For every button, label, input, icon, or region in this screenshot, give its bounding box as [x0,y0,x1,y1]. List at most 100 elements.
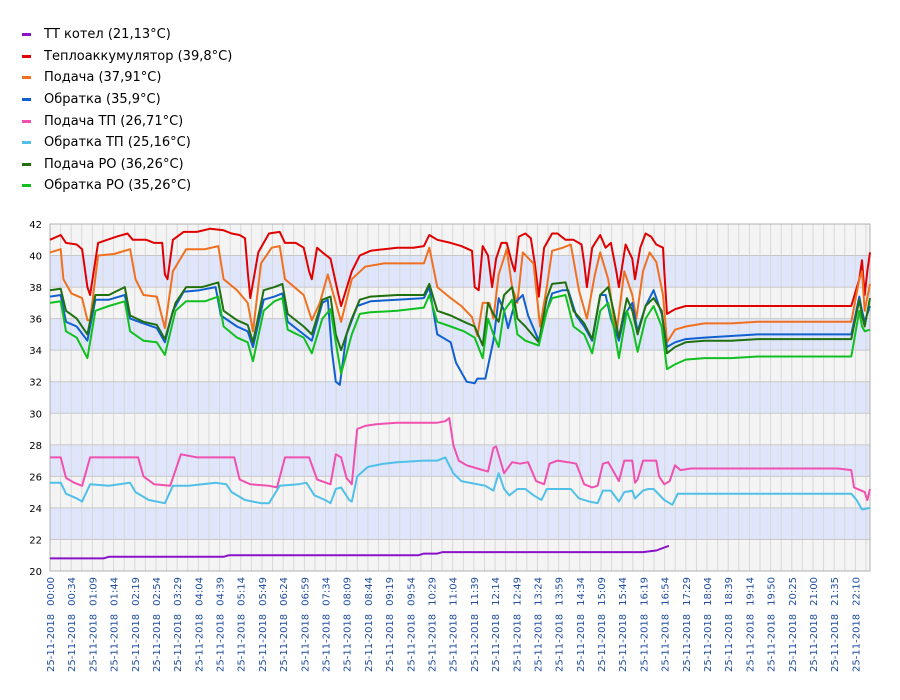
x-tick-time: 00:34 [67,577,78,606]
x-tick: 25-11-2018 12:49 [512,577,523,672]
x-tick-time: 20:25 [788,577,799,606]
plot-band [50,381,870,414]
x-tick: 25-11-2018 06:59 [300,577,311,672]
legend-swatch [22,54,31,58]
legend-swatch [22,141,31,145]
x-tick-date: 25-11-2018 [364,614,375,672]
x-tick-date: 25-11-2018 [322,614,333,672]
x-tick-date: 25-11-2018 [427,614,438,672]
x-tick: 25-11-2018 08:44 [364,577,375,672]
x-tick-time: 17:29 [682,577,693,606]
x-tick-date: 25-11-2018 [449,614,460,672]
x-tick-label: 25-11-2018 18:04 [703,577,714,672]
series-lines [49,227,871,560]
series-line [50,417,871,501]
x-tick-time: 18:04 [703,577,714,606]
series-line [49,294,871,375]
x-tick-time: 21:35 [830,577,841,606]
y-tick-label: 36 [29,315,42,326]
y-tick-label: 38 [29,283,42,294]
legend-item: Теплоаккумулятор (39,8°C) [22,46,232,68]
x-tick-label: 25-11-2018 04:39 [216,577,227,672]
x-tick: 25-11-2018 04:39 [216,577,227,672]
x-tick-date: 25-11-2018 [88,614,99,672]
x-tick: 25-11-2018 20:25 [788,577,799,672]
legend-swatch [22,33,31,37]
x-tick-time: 11:04 [449,577,460,606]
x-tick-label: 25-11-2018 19:14 [745,577,756,672]
legend-label: Подача ТП (26,71°C) [44,113,184,129]
x-tick: 25-11-2018 14:34 [576,577,587,672]
x-tick-date: 25-11-2018 [237,614,248,672]
x-tick-time: 12:49 [512,577,523,606]
x-tick-time: 09:54 [406,577,417,606]
x-tick-date: 25-11-2018 [597,614,608,672]
x-tick: 25-11-2018 00:00 [46,577,57,672]
x-tick-time: 08:09 [343,577,354,606]
x-tick: 25-11-2018 16:19 [639,577,650,672]
x-tick-date: 25-11-2018 [131,614,142,672]
x-tick-label: 25-11-2018 00:00 [46,577,57,672]
plot-band [50,539,870,571]
legend-item: Обратка РО (35,26°C) [22,175,232,197]
x-tick: 25-11-2018 22:10 [851,577,862,672]
x-tick: 25-11-2018 02:54 [152,577,163,672]
x-tick-date: 25-11-2018 [67,614,78,672]
legend-swatch [22,184,31,188]
x-tick-date: 25-11-2018 [406,614,417,672]
x-tick: 25-11-2018 13:59 [555,577,566,672]
x-tick-date: 25-11-2018 [533,614,544,672]
plot-band [50,413,870,445]
legend-item: Подача РО (36,26°C) [22,154,232,176]
plot-band [50,476,870,508]
x-tick: 25-11-2018 01:44 [110,577,121,672]
x-tick: 25-11-2018 04:04 [194,577,205,672]
legend-swatch [22,98,31,102]
legend-label: Обратка РО (35,26°C) [44,178,192,194]
x-tick-label: 25-11-2018 05:14 [237,577,248,672]
y-axis-ticks: 20 22 24 26 28 30 32 34 36 38 40 42 [29,220,42,578]
x-tick-time: 04:39 [216,577,227,606]
x-tick-label: 25-11-2018 03:29 [173,577,184,672]
x-tick-time: 09:19 [385,577,396,606]
x-tick-label: 25-11-2018 11:04 [449,577,460,672]
x-tick: 25-11-2018 03:29 [173,577,184,672]
x-tick-label: 25-11-2018 14:34 [576,577,587,672]
y-tick-label: 22 [29,535,42,546]
x-tick-time: 02:19 [131,577,142,606]
x-tick-label: 25-11-2018 17:29 [682,577,693,672]
x-tick-label: 25-11-2018 08:44 [364,577,375,672]
plot-band [50,255,870,288]
series-line [50,544,670,560]
x-tick-date: 25-11-2018 [618,614,629,672]
chart-legend: ТТ котел (21,13°C) Теплоаккумулятор (39,8… [22,24,232,197]
x-tick: 25-11-2018 05:49 [258,577,269,672]
x-axis-ticks: 25-11-201800:0025-11-201800:3425-11-2018… [46,577,862,672]
x-tick-time: 21:00 [809,577,820,606]
x-tick-label: 25-11-2018 15:09 [597,577,608,672]
x-tick: 25-11-2018 15:09 [597,577,608,672]
x-tick: 25-11-2018 13:24 [533,577,544,672]
x-tick-time: 22:10 [851,577,862,606]
x-tick-label: 25-11-2018 16:54 [661,577,672,672]
x-tick-date: 25-11-2018 [724,614,735,672]
legend-item: ТТ котел (21,13°C) [22,24,232,46]
legend-swatch [22,76,31,80]
x-tick: 25-11-2018 05:14 [237,577,248,672]
x-tick-date: 25-11-2018 [576,614,587,672]
x-tick-label: 25-11-2018 08:09 [343,577,354,672]
x-tick: 25-11-2018 18:39 [724,577,735,672]
x-tick-date: 25-11-2018 [512,614,523,672]
legend-label: Подача РО (36,26°C) [44,156,184,172]
x-tick: 25-11-2018 18:04 [703,577,714,672]
x-tick-time: 04:04 [194,577,205,606]
x-tick-label: 25-11-2018 13:59 [555,577,566,672]
legend-label: ТТ котел (21,13°C) [44,27,171,43]
x-tick-date: 25-11-2018 [300,614,311,672]
x-tick: 25-11-2018 00:34 [67,577,78,672]
legend-swatch [22,119,31,123]
x-tick: 25-11-2018 17:29 [682,577,693,672]
x-tick-label: 25-11-2018 18:39 [724,577,735,672]
x-tick-date: 25-11-2018 [788,614,799,672]
x-tick-label: 25-11-2018 10:29 [427,577,438,672]
